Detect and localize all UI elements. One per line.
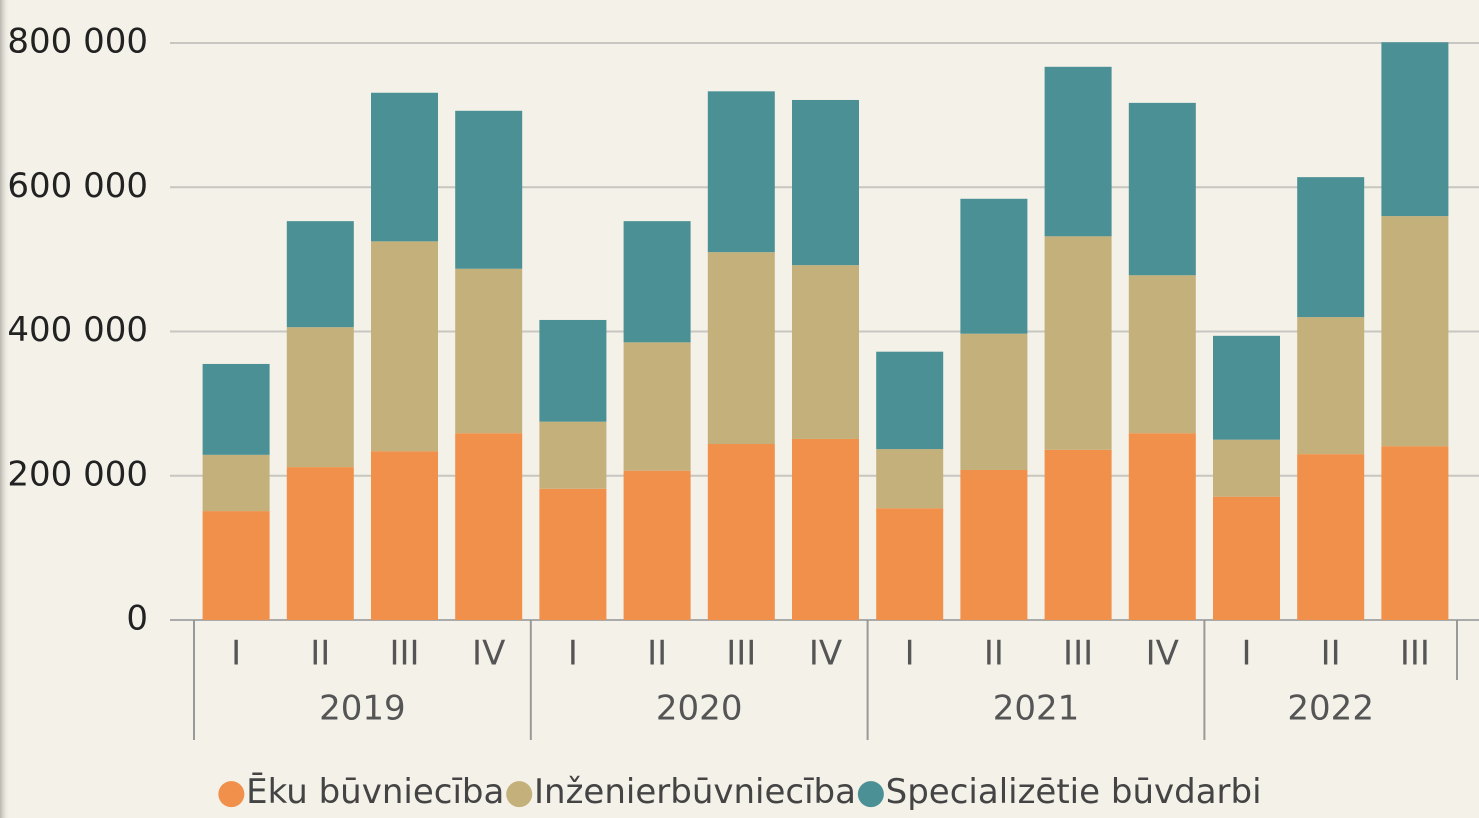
bar-segment	[1128, 275, 1196, 434]
bar-segment	[1213, 496, 1280, 620]
bar-segment	[1381, 42, 1449, 217]
bar-segment	[1381, 216, 1449, 447]
legend-swatch: ●	[216, 772, 246, 812]
x-tick-label: I	[231, 634, 241, 674]
y-tick-label: 400 000	[7, 310, 148, 350]
bar-segment	[1213, 335, 1280, 440]
bar-segment	[202, 363, 270, 455]
bar-segment	[371, 241, 438, 452]
bar-segment	[539, 488, 607, 620]
bar-segment	[1044, 449, 1112, 620]
group-label: 2021	[993, 689, 1080, 729]
edge-shadow	[0, 0, 10, 818]
x-tick-label: I	[1241, 634, 1251, 674]
y-tick-label: 200 000	[7, 454, 148, 494]
y-tick-label: 0	[126, 599, 148, 639]
legend-label: Inženierbūvniecība	[534, 772, 856, 812]
x-tick-label: IV	[1146, 634, 1179, 674]
x-tick-label: II	[647, 634, 667, 674]
y-tick-label: 600 000	[7, 166, 148, 206]
x-tick-label: II	[1321, 634, 1341, 674]
bar-segment	[960, 469, 1028, 620]
legend-label: Specializētie būvdarbi	[886, 772, 1262, 812]
bar-segment	[707, 91, 775, 253]
bar-segment	[876, 449, 944, 509]
legend-label: Ēku būvniecība	[246, 772, 504, 812]
legend-swatch: ●	[856, 772, 886, 812]
x-tick-label: III	[726, 634, 756, 674]
bar-segment	[1297, 177, 1365, 318]
bar-segment	[792, 265, 859, 439]
bar-segment	[371, 92, 438, 242]
bar-segment	[792, 99, 859, 266]
bar-segment	[623, 342, 691, 471]
bar-segment	[1381, 446, 1449, 620]
bar-segment	[1297, 317, 1365, 455]
bar-segment	[623, 470, 691, 620]
x-tick-label: IV	[809, 634, 842, 674]
bar-segment	[539, 421, 607, 489]
bar-segment	[960, 333, 1028, 470]
bar-segment	[876, 351, 944, 450]
bar-segment	[202, 454, 270, 512]
x-tick-label: II	[310, 634, 330, 674]
bar-segment	[539, 319, 607, 422]
x-tick-label: III	[1063, 634, 1093, 674]
bar-segment	[202, 511, 270, 620]
bar-segment	[371, 451, 438, 620]
group-label: 2020	[656, 689, 743, 729]
bar-segment	[455, 433, 523, 620]
x-tick-label: III	[389, 634, 419, 674]
bar-segment	[1044, 66, 1112, 237]
group-label: 2022	[1287, 689, 1374, 729]
bar-segment	[286, 467, 354, 620]
bar-segment	[707, 444, 775, 620]
y-tick-label: 800 000	[7, 22, 148, 62]
bar-segment	[455, 110, 523, 269]
group-label: 2019	[319, 689, 406, 729]
bar-segment	[707, 252, 775, 445]
bar-segment	[455, 268, 523, 434]
legend-swatch: ●	[504, 772, 534, 812]
x-tick-label: IV	[472, 634, 505, 674]
bar-segment	[1044, 236, 1112, 450]
bar-segment	[792, 438, 859, 620]
bar-segment	[1297, 454, 1365, 620]
bar-segment	[623, 221, 691, 343]
x-tick-label: I	[905, 634, 915, 674]
bar-segment	[1128, 102, 1196, 276]
legend: ●Ēku būvniecība●Inženierbūvniecība●Speci…	[216, 772, 1261, 812]
bar-segment	[1213, 439, 1280, 497]
x-tick-label: I	[568, 634, 578, 674]
bar-segment	[286, 327, 354, 468]
x-tick-label: II	[984, 634, 1004, 674]
bar-segment	[876, 508, 944, 620]
x-tick-label: III	[1400, 634, 1430, 674]
bar-segment	[960, 198, 1028, 334]
bar-segment	[1128, 433, 1196, 620]
bar-segment	[286, 221, 354, 328]
